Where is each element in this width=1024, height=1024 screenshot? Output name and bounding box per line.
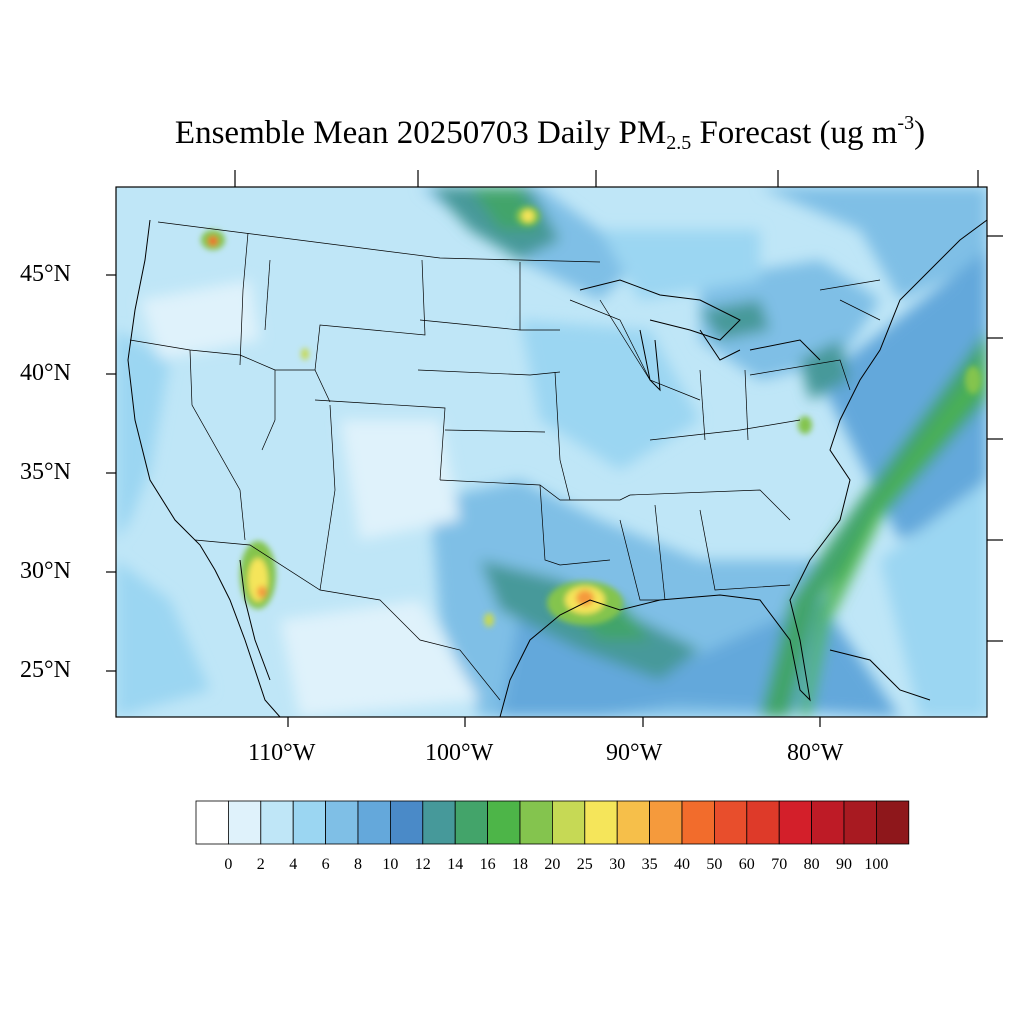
lat-label-25n: 25°N xyxy=(20,657,71,683)
colorbar-tick-label: 20 xyxy=(544,856,561,873)
colorbar-tick-label: 14 xyxy=(447,856,464,873)
colorbar-tick-label: 35 xyxy=(641,856,658,873)
colorbar-tick-label: 90 xyxy=(836,856,852,873)
lat-label-35n: 35°N xyxy=(20,459,71,485)
colorbar-tick-label: 0 xyxy=(224,856,233,873)
colorbar-swatch xyxy=(227,800,262,845)
colorbar-swatch xyxy=(746,800,780,845)
colorbar-swatch xyxy=(454,800,489,845)
colorbar-tick-label: 30 xyxy=(609,856,626,873)
colorbar-swatch xyxy=(843,800,877,845)
colorbar-tick-label: 10 xyxy=(382,856,399,873)
title-main: Ensemble Mean 20250703 Daily PM xyxy=(174,115,667,151)
colorbar-swatch xyxy=(260,800,294,845)
colorbar-tick-label: 6 xyxy=(321,856,330,873)
colorbar-swatch xyxy=(422,800,456,845)
colorbar-swatch xyxy=(714,800,748,845)
colorbar-swatch xyxy=(811,800,845,845)
colorbar-tick-label: 40 xyxy=(674,856,690,873)
colorbar-swatch xyxy=(357,800,391,845)
concentration-field xyxy=(116,187,987,717)
lon-label-100w: 100°W xyxy=(425,740,494,766)
lat-label-40n: 40°N xyxy=(20,360,71,386)
colorbar-tick-label: 70 xyxy=(771,856,788,873)
colorbar-tick-label: 50 xyxy=(706,856,723,873)
lat-label-45n: 45°N xyxy=(20,261,71,287)
colorbar-swatch xyxy=(292,800,327,845)
colorbar-tick-label: 60 xyxy=(738,856,755,873)
lon-label-80w: 80°W xyxy=(787,740,844,766)
colorbar-tick-label: 12 xyxy=(414,856,431,873)
colorbar-swatch xyxy=(552,800,586,845)
map-frame xyxy=(115,186,988,718)
title-superscript: -3 xyxy=(897,112,915,134)
colorbar-swatch xyxy=(876,800,910,845)
lon-label-90w: 90°W xyxy=(606,740,663,766)
colorbar-swatch xyxy=(195,800,229,845)
title-close: ) xyxy=(914,115,926,151)
lon-label-110w: 110°W xyxy=(248,740,316,766)
colorbar-swatch xyxy=(616,800,651,845)
colorbar-tick-label: 100 xyxy=(864,856,889,873)
colorbar-swatch xyxy=(681,800,715,845)
colorbar-swatch xyxy=(778,800,813,845)
colorbar-tick-label: 80 xyxy=(803,856,820,873)
colorbar-swatch xyxy=(325,800,359,845)
coastlines xyxy=(127,219,987,717)
title-after: Forecast (ug m xyxy=(691,115,898,151)
political-boundaries xyxy=(129,221,881,701)
colorbar-swatch xyxy=(584,800,618,845)
colorbar-swatch xyxy=(649,800,683,845)
colorbar-tick-label: 4 xyxy=(289,856,298,873)
lat-label-30n: 30°N xyxy=(20,558,71,584)
colorbar-tick-label: 18 xyxy=(512,856,528,873)
colorbar-swatch xyxy=(389,800,424,845)
colorbar-tick-label: 2 xyxy=(256,856,265,873)
colorbar-swatch xyxy=(487,800,521,845)
map-title: Ensemble Mean 20250703 Daily PM2.5 Forec… xyxy=(0,112,1024,155)
colorbar-swatch xyxy=(519,800,553,845)
title-subscript: 2.5 xyxy=(666,132,692,154)
colorbar xyxy=(195,800,910,845)
colorbar-tick-label: 25 xyxy=(576,856,593,873)
axis-ticks xyxy=(106,170,1003,727)
colorbar-tick-label: 8 xyxy=(354,856,362,873)
colorbar-tick-label: 16 xyxy=(479,856,496,873)
